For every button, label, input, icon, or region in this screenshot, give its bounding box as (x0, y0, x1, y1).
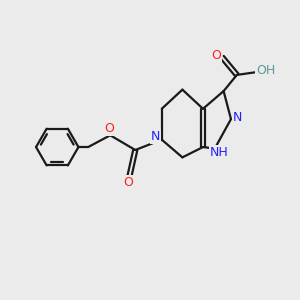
Text: O: O (104, 122, 114, 135)
Text: O: O (211, 49, 221, 62)
Text: NH: NH (210, 146, 229, 159)
Text: O: O (123, 176, 133, 190)
Text: N: N (151, 130, 160, 143)
Text: N: N (233, 111, 242, 124)
Text: OH: OH (256, 64, 275, 77)
